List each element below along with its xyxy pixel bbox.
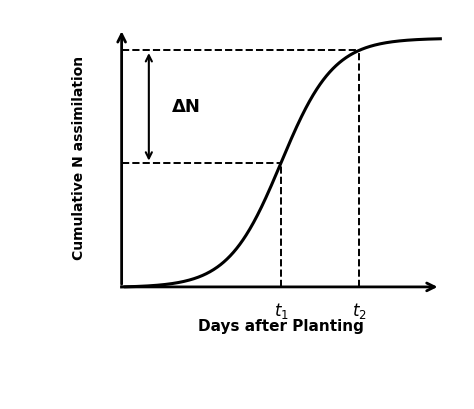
Text: Cumulative N assimilation: Cumulative N assimilation xyxy=(72,56,86,260)
Text: $t_2$: $t_2$ xyxy=(352,301,366,321)
Text: Days after Planting: Days after Planting xyxy=(198,319,364,334)
Text: $t_1$: $t_1$ xyxy=(273,301,289,321)
Text: ΔN: ΔN xyxy=(172,98,201,116)
